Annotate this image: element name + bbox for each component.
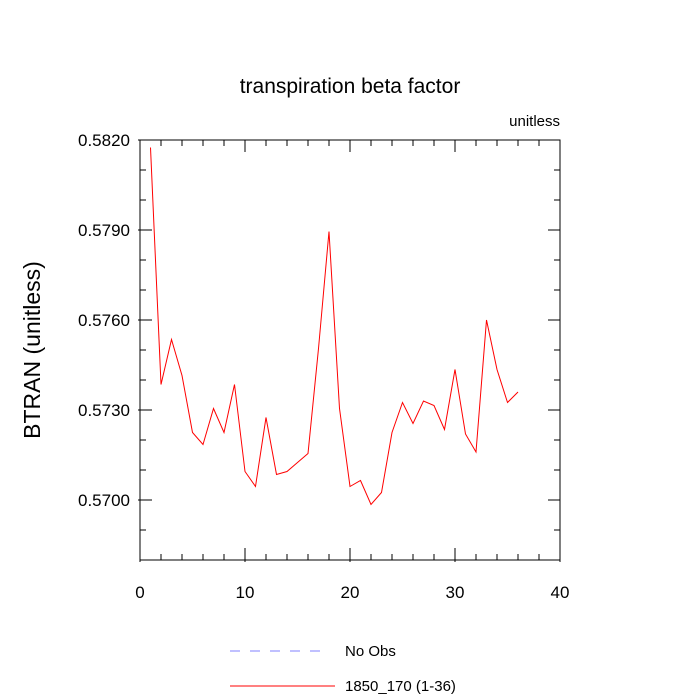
units-label: unitless — [509, 113, 560, 130]
plot-area — [139, 139, 561, 561]
x-tick-label: 30 — [446, 583, 465, 602]
x-tick-label: 40 — [551, 583, 570, 602]
axis-ticks — [138, 139, 561, 562]
chart-title: transpiration beta factor — [240, 75, 461, 98]
series-layer — [150, 147, 519, 506]
y-tick-label: 0.5820 — [78, 131, 130, 150]
series-line — [150, 147, 519, 506]
legend-label: 1850_170 (1-36) — [345, 678, 456, 695]
x-tick-label: 20 — [341, 583, 360, 602]
legend-label: No Obs — [345, 643, 396, 660]
y-tick-label: 0.5760 — [78, 311, 130, 330]
x-tick-label: 10 — [236, 583, 255, 602]
y-tick-label: 0.5790 — [78, 221, 130, 240]
axis-tick-labels: 0 10 20 30 40 0.5700 0.5730 0.5760 0.5790 0.5820 — [78, 131, 569, 602]
y-tick-label: 0.5730 — [78, 401, 130, 420]
plot-frame — [139, 139, 561, 561]
legend: No Obs 1850_170 (1-36) — [230, 643, 456, 695]
y-tick-label: 0.5700 — [78, 491, 130, 510]
x-tick-label: 0 — [135, 583, 144, 602]
y-axis-label: BTRAN (unitless) — [19, 261, 45, 439]
